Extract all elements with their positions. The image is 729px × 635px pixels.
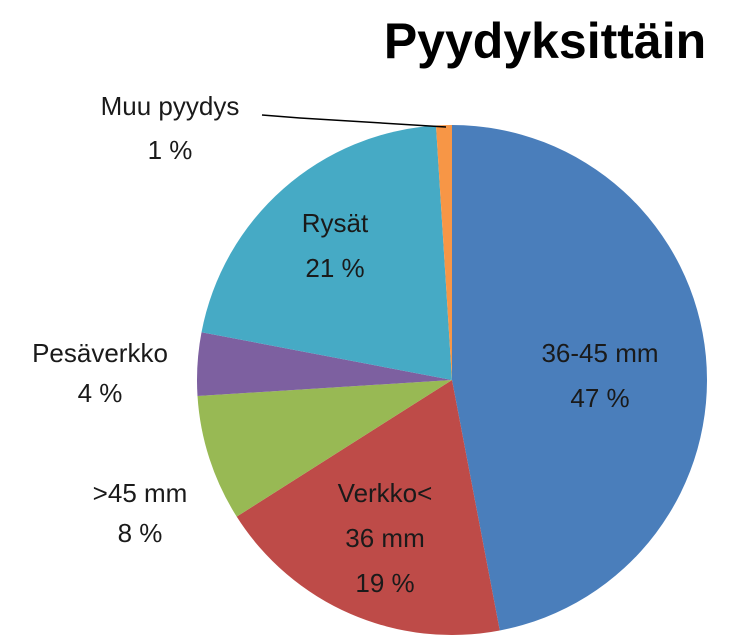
value-label: 47 % — [570, 383, 629, 413]
value-label: 19 % — [355, 568, 414, 598]
slice-label: 36-45 mm — [541, 338, 658, 368]
chart-title: Pyydyksittäin — [384, 13, 706, 69]
pie-slice — [236, 380, 500, 635]
slice-label: >45 mm — [93, 478, 188, 508]
pie-slice — [197, 332, 452, 397]
value-label: 21 % — [305, 253, 364, 283]
slice-label: Verkko< 36 mm — [338, 478, 433, 553]
slice-label: Pesäverkko — [32, 338, 168, 368]
slice-label: Rysät — [302, 208, 369, 238]
value-label: 4 % — [78, 378, 123, 408]
value-label: 8 % — [118, 518, 163, 548]
leader-line — [261, 114, 447, 128]
pie-slice — [197, 380, 452, 517]
value-label: 1 % — [148, 135, 193, 165]
pie-slice — [201, 125, 452, 381]
pie-slice — [452, 125, 708, 631]
pie-slice — [435, 125, 452, 380]
slice-label: Muu pyydys — [101, 91, 240, 121]
